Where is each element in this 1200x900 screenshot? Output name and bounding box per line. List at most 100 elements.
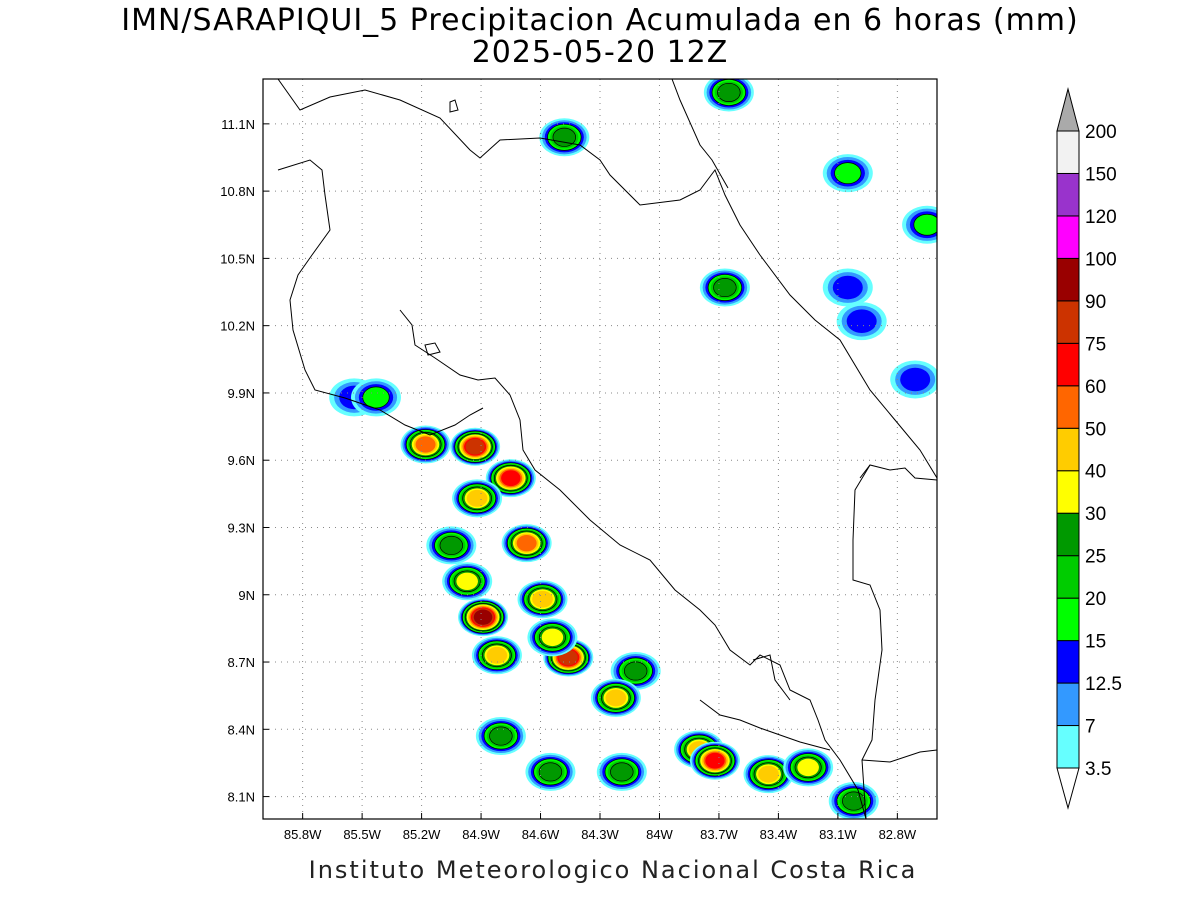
coastlines-and-borders — [277, 79, 937, 819]
precip-contour — [415, 436, 436, 453]
colorbar-label: 200 — [1085, 122, 1117, 143]
precip-cell — [699, 268, 750, 307]
precip-contour-line — [552, 127, 577, 147]
precip-contour-line — [493, 464, 528, 492]
precip-cell — [822, 154, 873, 193]
precip-cell — [590, 678, 641, 717]
precipitation-field — [329, 79, 937, 819]
precip-contour-line — [600, 686, 631, 710]
colorbar-label: 7 — [1085, 717, 1096, 738]
precip-contour — [456, 572, 478, 591]
precip-contour-line — [547, 123, 582, 151]
precip-cell — [458, 598, 509, 637]
precip-contour-line — [596, 683, 635, 713]
precip-cell — [400, 425, 451, 464]
colorbar-segment — [1056, 597, 1080, 642]
lon-tick-label: 84.6W — [522, 827, 560, 842]
colorbar-segment — [1056, 725, 1080, 769]
colorbar-segment — [1056, 682, 1080, 727]
precip-contour-line — [717, 82, 741, 102]
colorbar-segment — [1056, 512, 1080, 557]
colorbar-segment — [1056, 257, 1080, 302]
precip-contour — [713, 278, 737, 297]
colorbar-segment — [1056, 470, 1080, 514]
lat-tick-label: 8.7N — [228, 655, 255, 670]
precip-contour-line — [836, 787, 871, 815]
colorbar-label: 90 — [1085, 292, 1106, 313]
map-datetime: 2025-05-20 12Z — [471, 35, 729, 70]
precip-contour-line — [458, 483, 497, 514]
precip-contour-line — [913, 213, 937, 236]
precip-contour — [473, 609, 493, 625]
precip-contour — [362, 386, 390, 408]
longitude-labels: 85.8W 85.5W 85.2W 84.9W 84.6W 84.3W 84W 83.7W 83… — [284, 827, 917, 842]
precip-contour — [552, 128, 576, 147]
colorbar-label: 20 — [1085, 589, 1106, 610]
precip-contour-line — [454, 430, 496, 463]
precip-cell — [517, 580, 568, 619]
precip-contour-line — [694, 745, 736, 777]
precip-contour — [466, 489, 488, 507]
precip-contour — [758, 765, 779, 783]
precip-contour — [913, 214, 937, 236]
lon-tick-label: 83.7W — [700, 827, 738, 842]
precip-contour — [539, 762, 562, 782]
colorbar-label: 150 — [1085, 164, 1117, 185]
precip-contour-line — [538, 762, 563, 782]
precip-contour — [717, 83, 741, 102]
lon-tick-label: 83.1W — [819, 827, 857, 842]
precip-contour-line — [362, 386, 390, 409]
precip-contour — [797, 758, 819, 777]
lat-tick-label: 8.4N — [228, 722, 255, 737]
precip-contour-line — [534, 623, 571, 652]
colorbar-legend: 3.5 7 12.5 15 20 25 30 40 50 60 75 90 100 120 150 200 — [1056, 87, 1122, 810]
precip-cell — [828, 782, 879, 819]
precip-contour — [501, 470, 521, 487]
lon-tick-label: 84.9W — [462, 827, 500, 842]
precip-contour — [489, 726, 513, 746]
precip-contour-line — [834, 162, 862, 185]
colorbar-label: 100 — [1085, 249, 1117, 270]
lon-tick-label: 85.5W — [343, 827, 381, 842]
precip-contour — [605, 689, 627, 707]
lon-tick-label: 84W — [646, 827, 673, 842]
precip-contour — [486, 646, 508, 664]
lon-tick-label: 83.4W — [760, 827, 798, 842]
precip-cell — [783, 748, 834, 787]
precip-contour — [439, 536, 463, 555]
precip-contour — [541, 628, 564, 647]
precip-cell — [450, 427, 501, 466]
precip-cell — [452, 479, 503, 518]
colorbar-label: 12.5 — [1085, 674, 1122, 695]
lat-tick-label: 11.1N — [221, 117, 255, 132]
precip-contour — [610, 762, 634, 782]
precip-contour — [846, 309, 877, 333]
lat-tick-label: 10.8N — [220, 184, 255, 199]
precip-cell — [890, 360, 937, 399]
colorbar-segment — [1056, 130, 1080, 174]
colorbar-label: 60 — [1085, 377, 1106, 398]
colorbar-label: 15 — [1085, 632, 1106, 653]
precip-contour — [624, 661, 648, 681]
colorbar-segment — [1056, 427, 1080, 472]
colorbar-label: 120 — [1085, 207, 1117, 228]
colorbar-min-arrow — [1056, 767, 1080, 810]
colorbar-max-arrow — [1056, 87, 1080, 132]
precip-contour-line — [464, 602, 502, 632]
lon-tick-label: 85.2W — [403, 827, 441, 842]
precip-contour-line — [510, 530, 543, 556]
precip-cell — [822, 268, 873, 307]
precip-contour-line — [523, 584, 562, 615]
latitude-labels: 11.1N 10.8N 10.5N 10.2N 9.9N 9.6N 9.3N 9N 8.7N 8.… — [220, 117, 255, 805]
precip-contour-line — [527, 587, 558, 612]
precip-contour-line — [789, 753, 827, 782]
precip-contour-line — [506, 527, 547, 559]
lat-tick-label: 9N — [238, 588, 255, 603]
precip-contour-line — [713, 278, 737, 298]
colorbar-segment — [1056, 640, 1080, 684]
precip-cell — [596, 752, 647, 791]
precip-cell — [703, 79, 754, 112]
precip-contour-line — [439, 535, 464, 555]
precip-contour-line — [533, 758, 568, 786]
